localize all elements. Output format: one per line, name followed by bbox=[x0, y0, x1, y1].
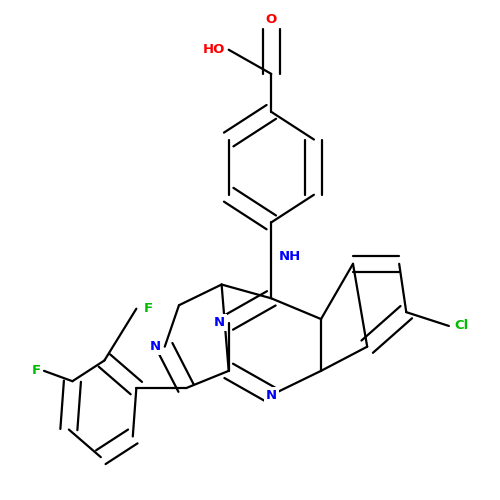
Text: N: N bbox=[150, 340, 161, 353]
Text: F: F bbox=[32, 364, 40, 378]
Text: Cl: Cl bbox=[454, 320, 469, 332]
Text: NH: NH bbox=[278, 250, 300, 264]
Text: O: O bbox=[266, 12, 277, 26]
Text: N: N bbox=[214, 316, 225, 329]
Text: F: F bbox=[144, 302, 152, 315]
Text: N: N bbox=[266, 389, 277, 402]
Text: HO: HO bbox=[203, 43, 225, 56]
